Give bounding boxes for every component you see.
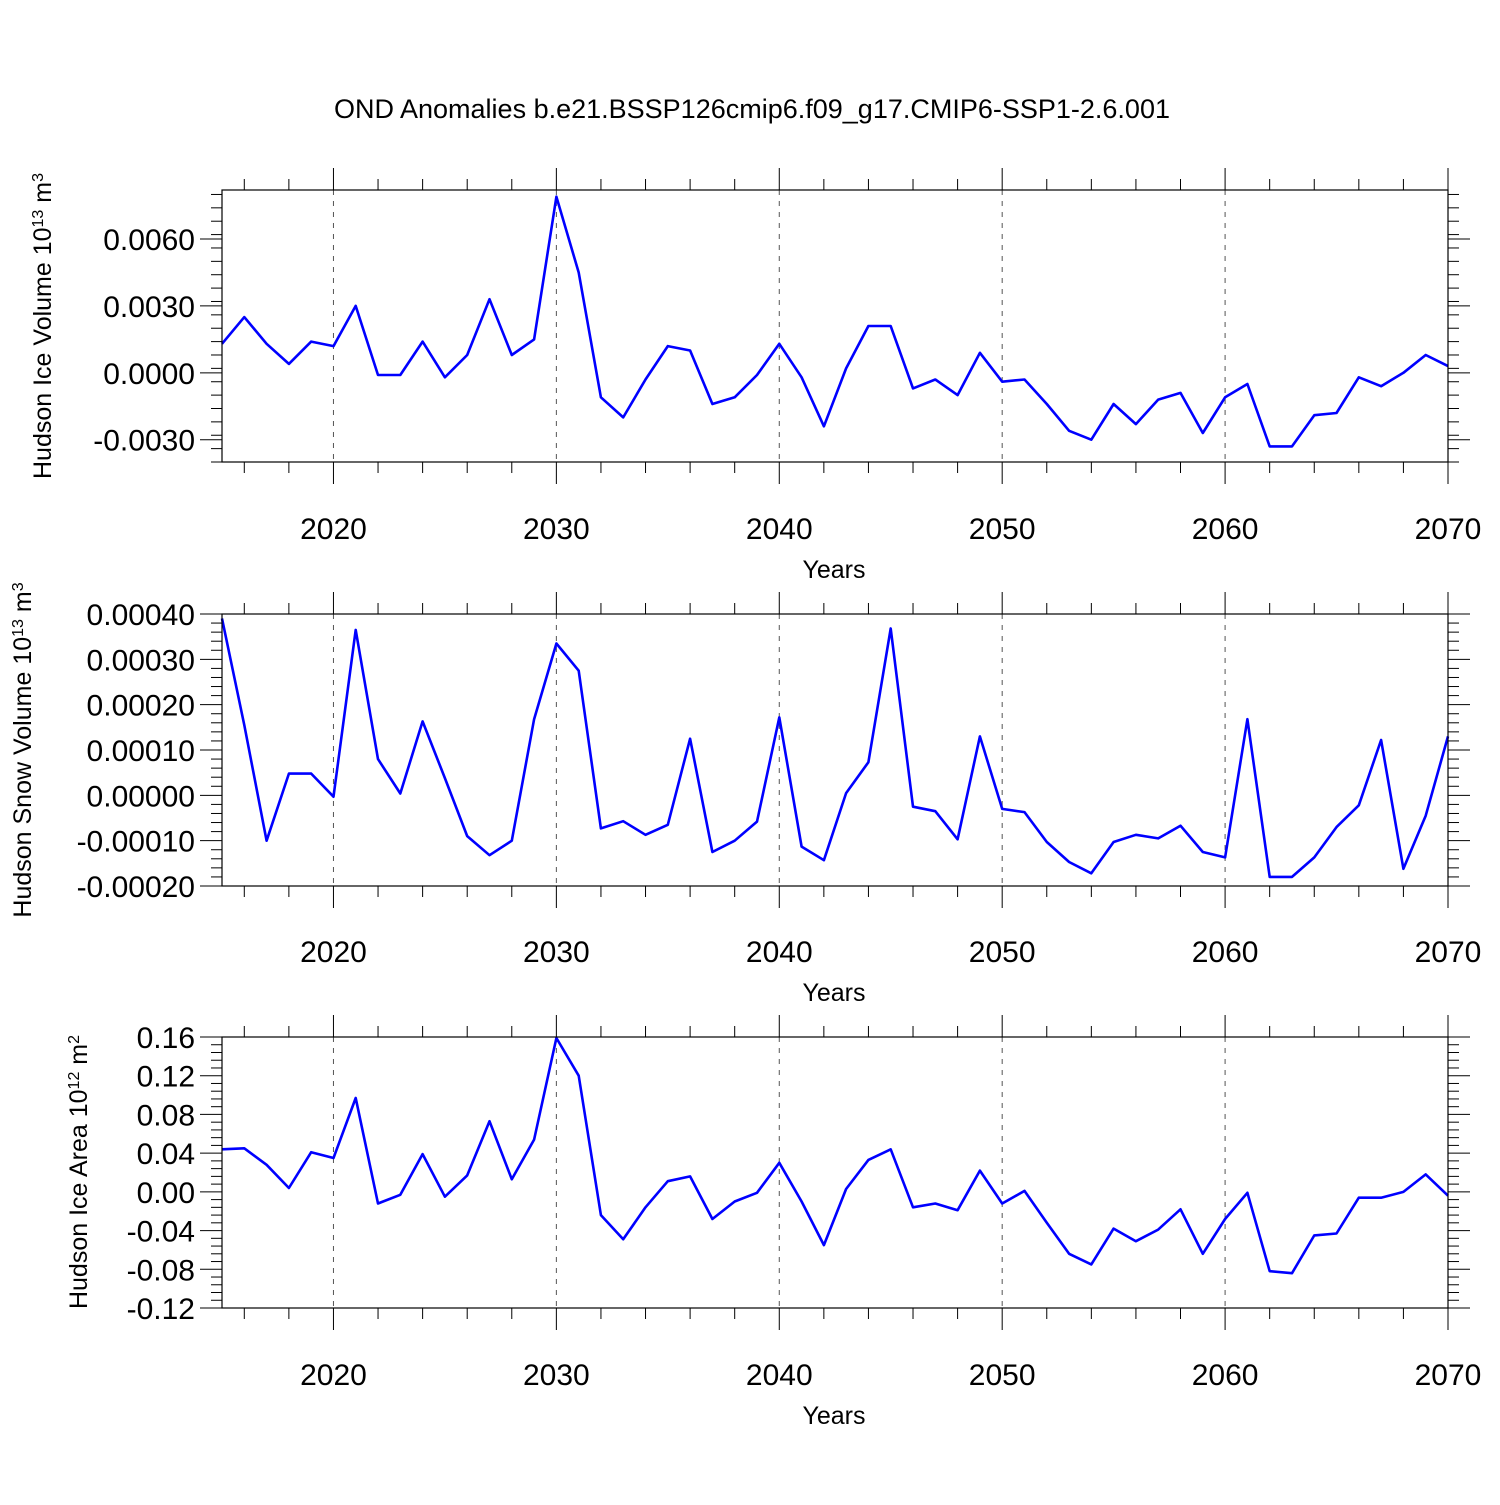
plot-frame-ice-volume	[221, 189, 1449, 463]
y-axis-title-exponent: 13	[30, 210, 47, 228]
y-axis-title-unit-exponent: 2	[66, 1035, 83, 1044]
plot-frame-snow-volume	[221, 613, 1449, 887]
y-axis-title-unit-exponent: 3	[10, 582, 27, 591]
y-axis-title-exponent: 12	[66, 1072, 83, 1090]
y-tick-label: -0.00010	[77, 826, 195, 859]
series-line-snow-volume	[220, 618, 1450, 879]
x-axis-title-snow-volume: Years	[802, 979, 865, 1007]
series-line-ice-area	[221, 1036, 1449, 1275]
y-tick-label: 0.00030	[87, 644, 195, 677]
ticks-ice-volume	[200, 168, 1470, 484]
ytick-labels-snow-volume: -0.00020 -0.00010 0.00000 0.00010 0.00020 0.0…	[77, 599, 195, 904]
ytick-labels-ice-area: -0.12 -0.08 -0.04 0.00 0.04 0.08 0.12 0.16	[127, 1022, 195, 1326]
xtick-labels-snow-volume: 2020 2030 2040 2050 2060 2070	[300, 936, 1481, 969]
x-tick-label: 2040	[746, 936, 813, 969]
ticks-ice-area	[200, 1015, 1470, 1330]
y-tick-label: 0.00040	[87, 599, 195, 632]
x-tick-label: 2020	[300, 936, 367, 969]
y-axis-title-text: Hudson Ice Volume 10	[29, 227, 57, 479]
panel-ice-area: -0.12 -0.08 -0.04 0.00 0.04 0.08 0.12 0.16 2020…	[65, 1015, 1481, 1430]
chart-title: OND Anomalies b.e21.BSSP126cmip6.f09_g17…	[334, 94, 1170, 124]
y-tick-label: 0.00000	[87, 780, 195, 813]
x-tick-label: 2030	[523, 1359, 590, 1392]
y-axis-title-text: Hudson Ice Area 10	[65, 1089, 93, 1309]
y-axis-title-unit: m	[29, 182, 57, 210]
x-tick-label: 2070	[1415, 513, 1482, 546]
y-axis-title-unit-exponent: 3	[30, 173, 47, 182]
y-tick-label: -0.00020	[77, 871, 195, 904]
ytick-labels-ice-volume: -0.0030 0.0000 0.0030 0.0060	[93, 224, 195, 458]
x-tick-label: 2050	[969, 513, 1036, 546]
x-tick-label: 2020	[300, 1359, 367, 1392]
ticks-snow-volume	[200, 592, 1470, 908]
y-tick-label: 0.08	[137, 1099, 195, 1132]
y-tick-label: 0.0030	[103, 291, 195, 324]
y-tick-label: -0.04	[127, 1216, 195, 1249]
x-tick-label: 2050	[969, 936, 1036, 969]
y-tick-label: 0.16	[137, 1022, 195, 1055]
y-axis-title-unit: m	[9, 591, 37, 619]
x-tick-label: 2060	[1192, 936, 1259, 969]
y-axis-title-snow-volume: Hudson Snow Volume 1013 m3	[9, 582, 37, 917]
y-tick-label: 0.00010	[87, 735, 195, 768]
x-axis-title-ice-area: Years	[802, 1402, 865, 1430]
x-tick-label: 2020	[300, 513, 367, 546]
xgrid-ice-area	[332, 1037, 1226, 1308]
x-tick-label: 2070	[1415, 1359, 1482, 1392]
x-tick-label: 2030	[523, 936, 590, 969]
x-tick-label: 2050	[969, 1359, 1036, 1392]
x-axis-title-ice-volume: Years	[802, 556, 865, 584]
y-tick-label: 0.0060	[103, 224, 195, 257]
x-tick-label: 2030	[523, 513, 590, 546]
x-tick-label: 2040	[746, 1359, 813, 1392]
x-tick-label: 2070	[1415, 936, 1482, 969]
y-tick-label: -0.12	[127, 1293, 195, 1326]
y-tick-label: -0.08	[127, 1254, 195, 1287]
y-tick-label: -0.0030	[93, 425, 195, 458]
y-axis-title-ice-area: Hudson Ice Area 1012 m2	[65, 1035, 93, 1309]
xgrid-snow-volume	[332, 614, 1226, 886]
xtick-labels-ice-volume: 2020 2030 2040 2050 2060 2070	[300, 513, 1481, 546]
series-line-ice-volume	[221, 195, 1449, 448]
y-axis-title-unit: m	[65, 1044, 93, 1072]
y-axis-title-exponent: 13	[10, 619, 27, 637]
y-tick-label: 0.0000	[103, 358, 195, 391]
y-axis-title-text: Hudson Snow Volume 10	[9, 637, 37, 918]
xtick-labels-ice-area: 2020 2030 2040 2050 2060 2070	[300, 1359, 1481, 1392]
x-tick-label: 2040	[746, 513, 813, 546]
y-tick-label: 0.04	[137, 1138, 195, 1171]
y-axis-title-ice-volume: Hudson Ice Volume 1013 m3	[29, 173, 57, 479]
panel-snow-volume: -0.00020 -0.00010 0.00000 0.00010 0.00020 0.0…	[9, 582, 1481, 1007]
x-tick-label: 2060	[1192, 1359, 1259, 1392]
xgrid-ice-volume	[332, 190, 1226, 462]
y-tick-label: 0.12	[137, 1061, 195, 1094]
y-tick-label: 0.00	[137, 1177, 195, 1210]
x-tick-label: 2060	[1192, 513, 1259, 546]
y-tick-label: 0.00020	[87, 690, 195, 723]
plot-frame-ice-area	[221, 1036, 1449, 1309]
